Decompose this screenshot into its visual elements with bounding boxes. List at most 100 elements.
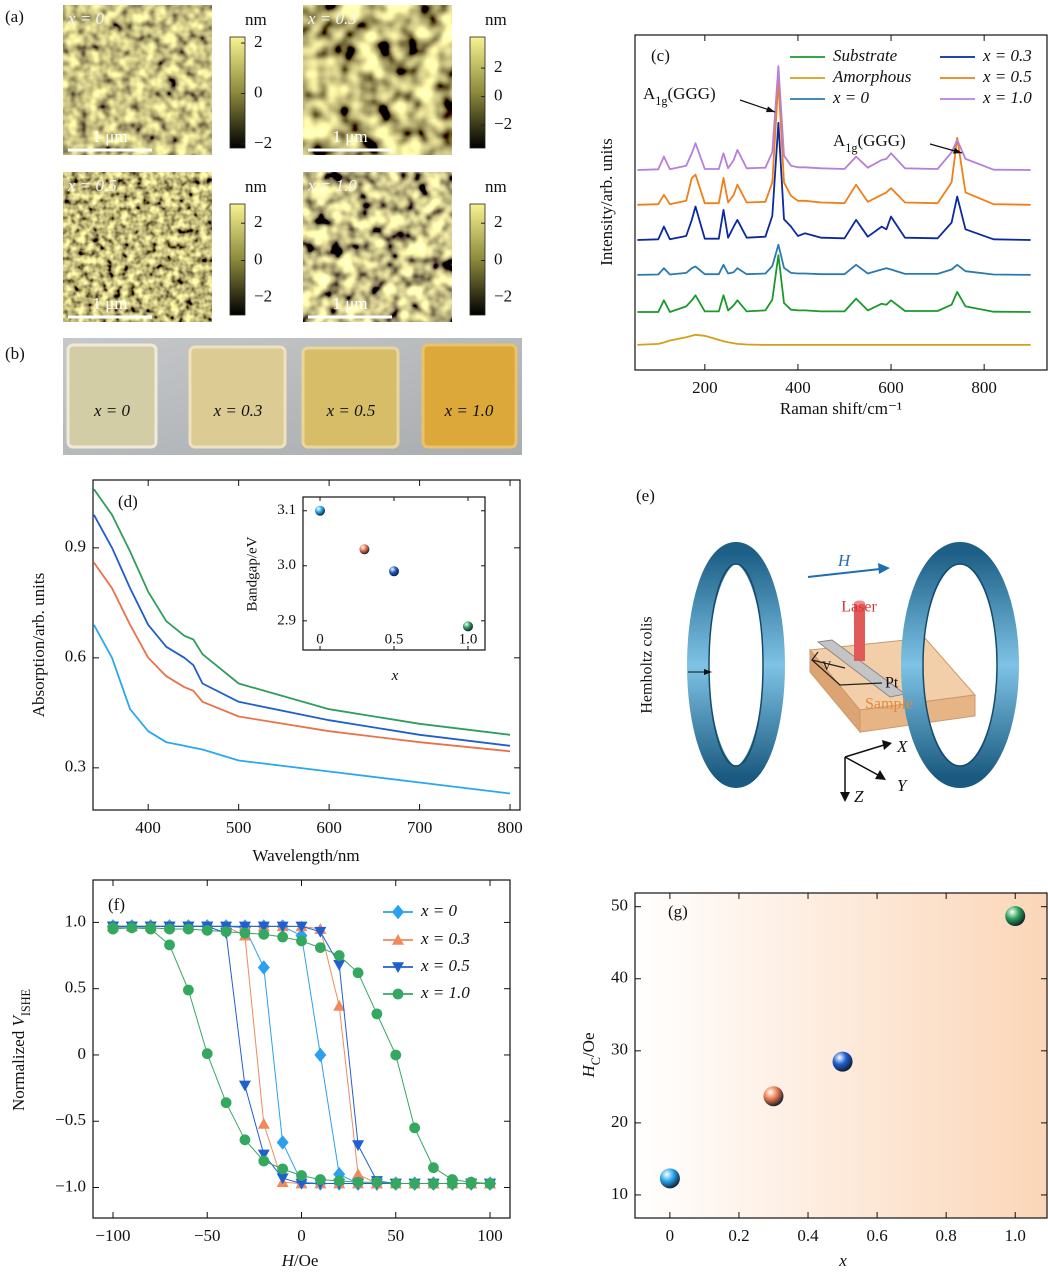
axis-label: X [896, 737, 908, 756]
afm-label: x = 0.5 [67, 176, 117, 195]
y-tick-label: 0.3 [65, 757, 86, 776]
afm-label: x = 0.3 [307, 9, 357, 28]
x-axis-label: H/Oe [281, 1251, 319, 1270]
y-axis-label: HC/Oe [579, 1033, 603, 1079]
y-axis-label: Intensity/arb. units [597, 138, 616, 265]
marker [372, 1008, 383, 1019]
marker [277, 932, 288, 943]
y-tick-label: 3.1 [277, 502, 296, 518]
axis-y [845, 757, 878, 775]
legend-label: x = 0 [832, 88, 870, 107]
annotation-part: (GGG) [858, 131, 906, 150]
panel-label: (g) [668, 902, 688, 921]
y-tick-label: −1.0 [55, 1176, 86, 1195]
marker [315, 942, 326, 953]
arrow-head [840, 792, 850, 802]
sample-crystal [303, 348, 398, 447]
colorbar [230, 204, 245, 315]
x-tick-label: 0.4 [797, 1226, 819, 1245]
x-tick-label: 1.0 [459, 631, 478, 647]
x-tick-label: 500 [226, 818, 252, 837]
marker [258, 1156, 269, 1167]
annotation-part: (GGG) [668, 84, 716, 103]
scale-bar-label: 1 μm [92, 294, 127, 313]
x-tick-label: 600 [878, 378, 904, 397]
marker [183, 924, 194, 935]
x-tick-label: 0 [297, 1226, 306, 1245]
field-arrow [808, 569, 880, 577]
marker [296, 1170, 307, 1181]
marker [428, 1162, 439, 1173]
marker [353, 967, 364, 978]
colorbar-tick-label: −2 [254, 133, 272, 152]
photo-label: x = 0 [93, 401, 131, 420]
x-axis-label-part: x [391, 668, 399, 684]
figure: (b) x = 0 x = 0.3 x = 0.5 x = 1.0 (e) H … [0, 0, 1048, 1274]
x-axis-label: x [838, 1251, 847, 1270]
y-axis-label: Bandgap/eV [244, 536, 260, 611]
legend-label: x = 0 [420, 901, 458, 920]
colorbar-tick-label: 0 [254, 82, 263, 101]
x-tick-label: −100 [95, 1226, 130, 1245]
marker [485, 1178, 496, 1189]
x-tick-label: 0.5 [385, 631, 404, 647]
marker [183, 985, 194, 996]
colorbar-unit: nm [245, 177, 267, 196]
y-tick-label: 0.5 [65, 978, 86, 997]
afm-label: x = 1.0 [307, 176, 357, 195]
marker [164, 940, 175, 951]
x-tick-label: 200 [692, 378, 718, 397]
colorbar-unit: nm [485, 10, 507, 29]
x-axis-label-part: x [838, 1251, 847, 1270]
panel-label: (a) [5, 7, 24, 26]
marker [221, 926, 232, 937]
colorbar-tick-label: −2 [494, 287, 512, 306]
y-tick-label: 2.9 [277, 612, 296, 628]
x-tick-label: 50 [387, 1226, 404, 1245]
marker [126, 922, 137, 933]
y-tick-label: 30 [611, 1040, 628, 1059]
marker [315, 1174, 326, 1185]
marker [258, 929, 269, 940]
data-point [1005, 906, 1025, 926]
colorbar-tick-label: 2 [494, 212, 503, 231]
photo-label: x = 1.0 [444, 401, 494, 420]
data-point [389, 566, 399, 576]
photo-label: x = 0.3 [213, 401, 263, 420]
x-axis-label: Wavelength/nm [252, 846, 359, 865]
colorbar-tick-label: −2 [254, 287, 272, 306]
sample-crystal [190, 347, 285, 447]
x-tick-label: −50 [194, 1226, 221, 1245]
annotation-part: A [833, 131, 846, 150]
legend-label: Amorphous [832, 67, 912, 86]
afm-label: x = 0 [67, 9, 105, 28]
y-tick-label: 0.6 [65, 647, 86, 666]
axis-label: Y [897, 776, 908, 795]
legend-label: x = 1.0 [982, 88, 1032, 107]
x-tick-label: 600 [316, 818, 342, 837]
marker [390, 1050, 401, 1061]
marker [393, 989, 404, 1000]
marker [277, 1164, 288, 1175]
panel-label: (b) [5, 344, 25, 363]
y-tick-label: 40 [611, 968, 628, 987]
colorbar [230, 37, 245, 148]
marker [372, 1177, 383, 1188]
marker [202, 925, 213, 936]
sample-label: Sample [865, 696, 913, 713]
scale-bar-label: 1 μm [92, 127, 127, 146]
colorbar-tick-label: 0 [494, 86, 503, 105]
panel-label: (d) [118, 492, 138, 511]
y-tick-label: 50 [611, 896, 628, 915]
colorbar-tick-label: 0 [494, 249, 503, 268]
annotation-part: 1g [655, 94, 667, 108]
coil-label: Hemholtz colis [639, 616, 656, 713]
colorbar-tick-label: 2 [254, 212, 263, 231]
colorbar [470, 204, 485, 315]
y-tick-label: 10 [611, 1184, 628, 1203]
annotation-part: 1g [845, 141, 857, 155]
annotation-part: A [643, 84, 656, 103]
panel-label: (c) [651, 46, 670, 65]
marker [334, 1175, 345, 1186]
y-tick-label: 0.9 [65, 537, 86, 556]
